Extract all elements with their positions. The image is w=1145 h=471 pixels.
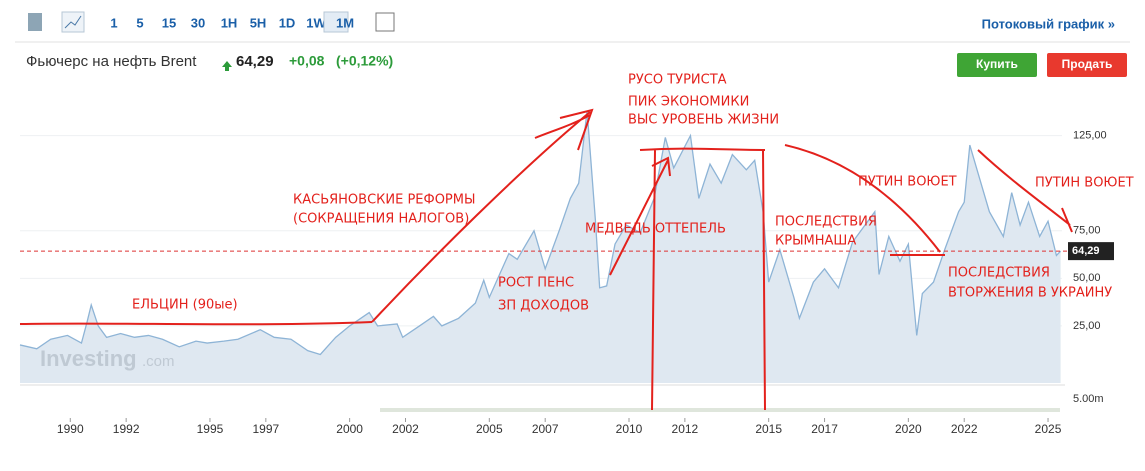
candle-icon[interactable] [28, 13, 42, 31]
drawn-box [639, 147, 766, 411]
x-tick-label: 2007 [532, 422, 559, 436]
annotation: ЕЛЬЦИН (90ые) [132, 298, 238, 313]
annotation: РОСТ ПЕНС [498, 276, 574, 291]
y-tick-label: 75,00 [1073, 225, 1101, 237]
drawn-curve [784, 144, 941, 253]
interval-button[interactable]: 30 [191, 15, 205, 30]
interval-button[interactable]: 1W [306, 15, 326, 30]
change: +0,08 [289, 53, 325, 69]
interval-active [323, 11, 349, 33]
annotation: ВТОРЖЕНИЯ В УКРАИНУ [948, 286, 1112, 301]
drawn-curve [977, 149, 1073, 233]
annotation: КАСЬЯНОВСКИЕ РЕФОРМЫ [293, 193, 475, 208]
table-icon[interactable] [375, 12, 395, 32]
y-tick-label: 125,00 [1073, 129, 1107, 141]
drawings [19, 108, 1073, 411]
price: 64,29 [236, 53, 274, 70]
x-tick-label: 2002 [392, 422, 419, 436]
x-tick-label: 1997 [252, 422, 279, 436]
interval-button[interactable]: 5 [136, 15, 143, 30]
current-price-label: 64,29 [1072, 245, 1100, 257]
interval-button[interactable]: 1D [279, 15, 296, 30]
drawn-line [19, 321, 373, 326]
x-tick-label: 2020 [895, 422, 922, 436]
x-tick-label: 2025 [1035, 422, 1062, 436]
up-arrow [222, 61, 232, 71]
annotation: ВЫС УРОВЕНЬ ЖИЗНИ [628, 113, 779, 128]
annotation: МЕДВЕДЬ ОТТЕПЕЛЬ [585, 222, 726, 237]
annotation: ПОСЛЕДСТВИЯ [775, 215, 877, 230]
watermark: Investing [40, 346, 137, 371]
x-tick-label: 2017 [811, 422, 838, 436]
annotations: РУСО ТУРИСТА ПИК ЭКОНОМИКИ ВЫС УРОВЕНЬ ЖИЗ… [132, 73, 1134, 314]
annotation: ПУТИН ВОЮЕТ [1035, 176, 1134, 191]
x-tick-label: 2005 [476, 422, 503, 436]
toolbar: 1 5 15 30 1H 5H 1D 1W 1M [110, 11, 354, 33]
area-fill [20, 110, 1061, 383]
annotation: ПИК ЭКОНОМИКИ [628, 95, 749, 110]
volume-strip [380, 408, 1060, 412]
current-price-box [1068, 242, 1114, 261]
plot: 25,00 50,00 75,00 125,00 1990 1992 1995 1997 200… [19, 110, 1114, 436]
x-tick-label: 1992 [113, 422, 140, 436]
volume-label: 5.00m [1073, 393, 1104, 405]
interval-button[interactable]: 1 [110, 15, 117, 30]
instrument-title: Фьючерс на нефть Brent [26, 53, 197, 70]
y-tick-label: 25,00 [1073, 320, 1101, 332]
x-tick-label: 1995 [197, 422, 224, 436]
interval-button[interactable]: 1H [221, 15, 238, 30]
sell-label[interactable]: Продать [1062, 57, 1113, 71]
watermark-suffix: .com [142, 353, 175, 370]
x-tick-label: 2022 [951, 422, 978, 436]
annotation: КРЫМНАША [775, 234, 856, 249]
area-icon[interactable] [61, 11, 85, 33]
annotation: ПОСЛЕДСТВИЯ [948, 266, 1050, 281]
x-tick-label: 2015 [755, 422, 782, 436]
x-tick-label: 2012 [672, 422, 699, 436]
annotation: РУСО ТУРИСТА [628, 73, 727, 88]
buy-button[interactable] [957, 53, 1037, 77]
x-tick-label: 2000 [336, 422, 363, 436]
change-pct: (+0,12%) [336, 53, 393, 69]
interval-button[interactable]: 5H [250, 15, 267, 30]
x-tick-label: 2010 [616, 422, 643, 436]
sell-button[interactable] [1047, 53, 1127, 77]
area-icon-line [64, 15, 82, 29]
annotation: ПУТИН ВОЮЕТ [858, 175, 957, 190]
buy-label[interactable]: Купить [976, 57, 1018, 71]
price-line [19, 110, 1062, 356]
streaming-link[interactable]: Потоковый график » [982, 16, 1115, 31]
drawn-arrow [609, 156, 671, 276]
y-tick-label: 50,00 [1073, 272, 1101, 284]
annotation: ЗП ДОХОДОВ [498, 299, 589, 314]
annotation: (СОКРАЩЕНИЯ НАЛОГОВ) [293, 212, 469, 227]
interval-button[interactable]: 1M [336, 15, 354, 30]
x-tick-label: 1990 [57, 422, 84, 436]
drawn-arrow [371, 108, 594, 323]
interval-button[interactable]: 15 [162, 15, 176, 30]
